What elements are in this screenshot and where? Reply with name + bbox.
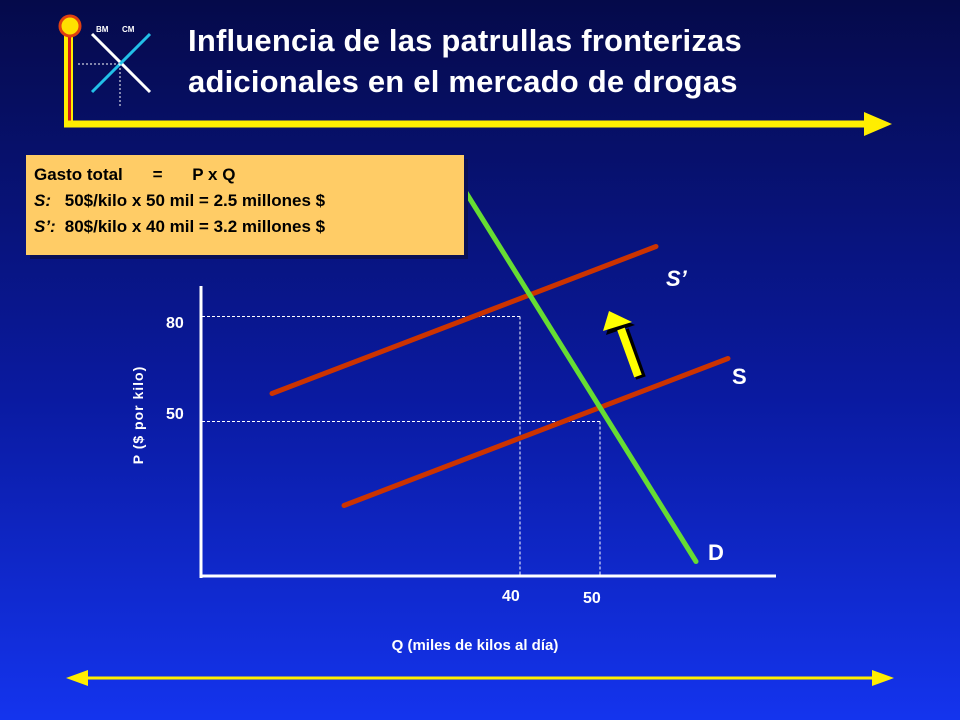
page-title-line-2: adicionales en el mercado de drogas <box>188 64 738 99</box>
curve-label-s-prime: S’ <box>666 266 687 291</box>
curve-label-s: S <box>732 364 747 389</box>
info-line-s-prime: S’: 80$/kilo x 40 mil = 3.2 millones $ <box>34 214 456 240</box>
page-title-line-1: Influencia de las patrullas fronterizas <box>188 23 742 58</box>
x-tick-label-40: 40 <box>502 588 520 605</box>
info-line-s: S: 50$/kilo x 50 mil = 2.5 millones $ <box>34 188 456 214</box>
logo-text-bm: BM <box>96 25 109 34</box>
header-bullet-dot <box>58 14 82 38</box>
shift-arrow-icon <box>603 311 646 380</box>
curve-supply-s <box>341 356 731 508</box>
info-line-formula: Gasto total = P x Q <box>34 162 456 188</box>
info-key-s-prime: S’: <box>34 217 56 236</box>
y-tick-label-80: 80 <box>166 315 184 332</box>
guide-lines <box>202 316 601 575</box>
header-decoration <box>58 14 892 136</box>
header-arrow-head <box>864 112 892 136</box>
info-formula-expression: P x Q <box>192 165 236 184</box>
total-spending-box: Gasto total = P x Q S: 50$/kilo x 50 mil… <box>26 155 464 255</box>
x-axis-label: Q (miles de kilos al día) <box>391 637 559 654</box>
curve-label-d: D <box>708 540 724 565</box>
info-formula-label: Gasto total <box>34 165 123 184</box>
info-text-s: 50$/kilo x 50 mil = 2.5 millones $ <box>64 191 326 210</box>
curves <box>269 174 731 564</box>
info-key-s: S: <box>34 191 51 210</box>
info-formula-equals: = <box>152 165 163 184</box>
bottom-double-arrow <box>66 670 894 686</box>
logo-icon <box>78 32 152 108</box>
y-axis-label: P ($ por kilo) <box>130 365 146 465</box>
curve-demand <box>453 174 699 564</box>
chart <box>199 174 776 578</box>
y-tick-label-50: 50 <box>166 406 184 423</box>
curve-supply-s-prime <box>269 244 659 396</box>
header-vertical-bar-stripe <box>68 26 71 122</box>
logo-text-cm: CM <box>122 25 135 34</box>
x-tick-label-50: 50 <box>583 590 601 607</box>
info-text-s-prime: 80$/kilo x 40 mil = 3.2 millones $ <box>64 217 326 236</box>
